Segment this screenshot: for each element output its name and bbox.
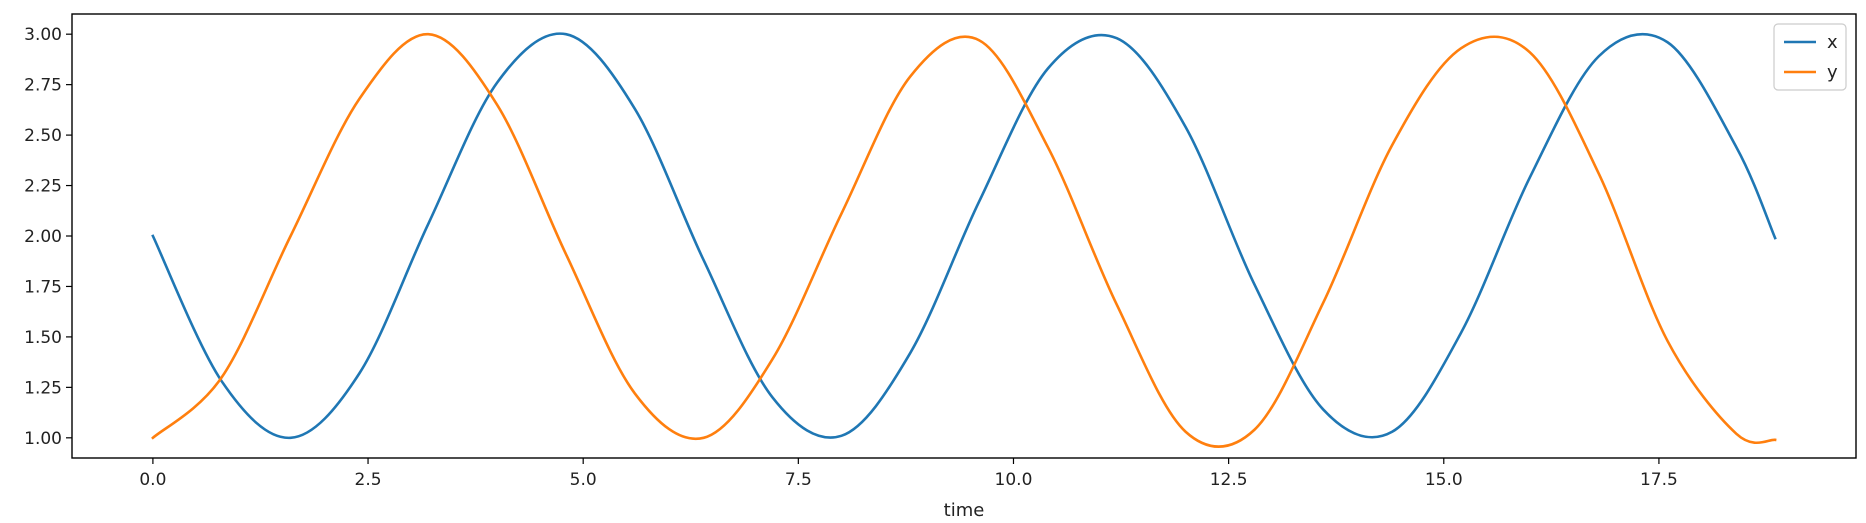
y-tick-label: 1.50 bbox=[24, 328, 62, 348]
y-tick-label: 1.75 bbox=[24, 277, 62, 297]
y-tick-label: 2.25 bbox=[24, 177, 62, 197]
x-tick-label: 10.0 bbox=[995, 470, 1033, 490]
legend-box bbox=[1773, 23, 1847, 91]
x-tick-label: 15.0 bbox=[1425, 470, 1463, 490]
y-tick-label: 3.00 bbox=[24, 25, 62, 45]
y-tick-label: 2.75 bbox=[24, 76, 62, 96]
series-line-x bbox=[151, 32, 1777, 440]
x-tick-label: 7.5 bbox=[785, 470, 812, 490]
series-line-y bbox=[151, 32, 1777, 448]
series-layer bbox=[151, 32, 1777, 448]
legend: xy bbox=[1773, 23, 1847, 91]
x-tick-label: 2.5 bbox=[355, 470, 382, 490]
x-axis-title: time bbox=[944, 500, 985, 521]
y-tick-label: 2.50 bbox=[24, 126, 62, 146]
x-tick-label: 0.0 bbox=[139, 470, 166, 490]
x-tick-label: 17.5 bbox=[1640, 470, 1678, 490]
y-tick-label: 1.25 bbox=[24, 378, 62, 398]
legend-label-y: y bbox=[1827, 62, 1838, 83]
y-axis: 1.00 1.25 1.50 1.75 2.00 2.25 2.50 2.75 3.00 bbox=[24, 25, 72, 449]
y-tick-label: 1.00 bbox=[24, 429, 62, 449]
x-tick-label: 12.5 bbox=[1210, 470, 1248, 490]
x-axis: 0.0 2.5 5.0 7.5 10.0 12.5 15.0 17.5 bbox=[139, 458, 1678, 490]
y-tick-label: 2.00 bbox=[24, 227, 62, 247]
x-tick-label: 5.0 bbox=[570, 470, 597, 490]
legend-label-x: x bbox=[1827, 32, 1838, 53]
